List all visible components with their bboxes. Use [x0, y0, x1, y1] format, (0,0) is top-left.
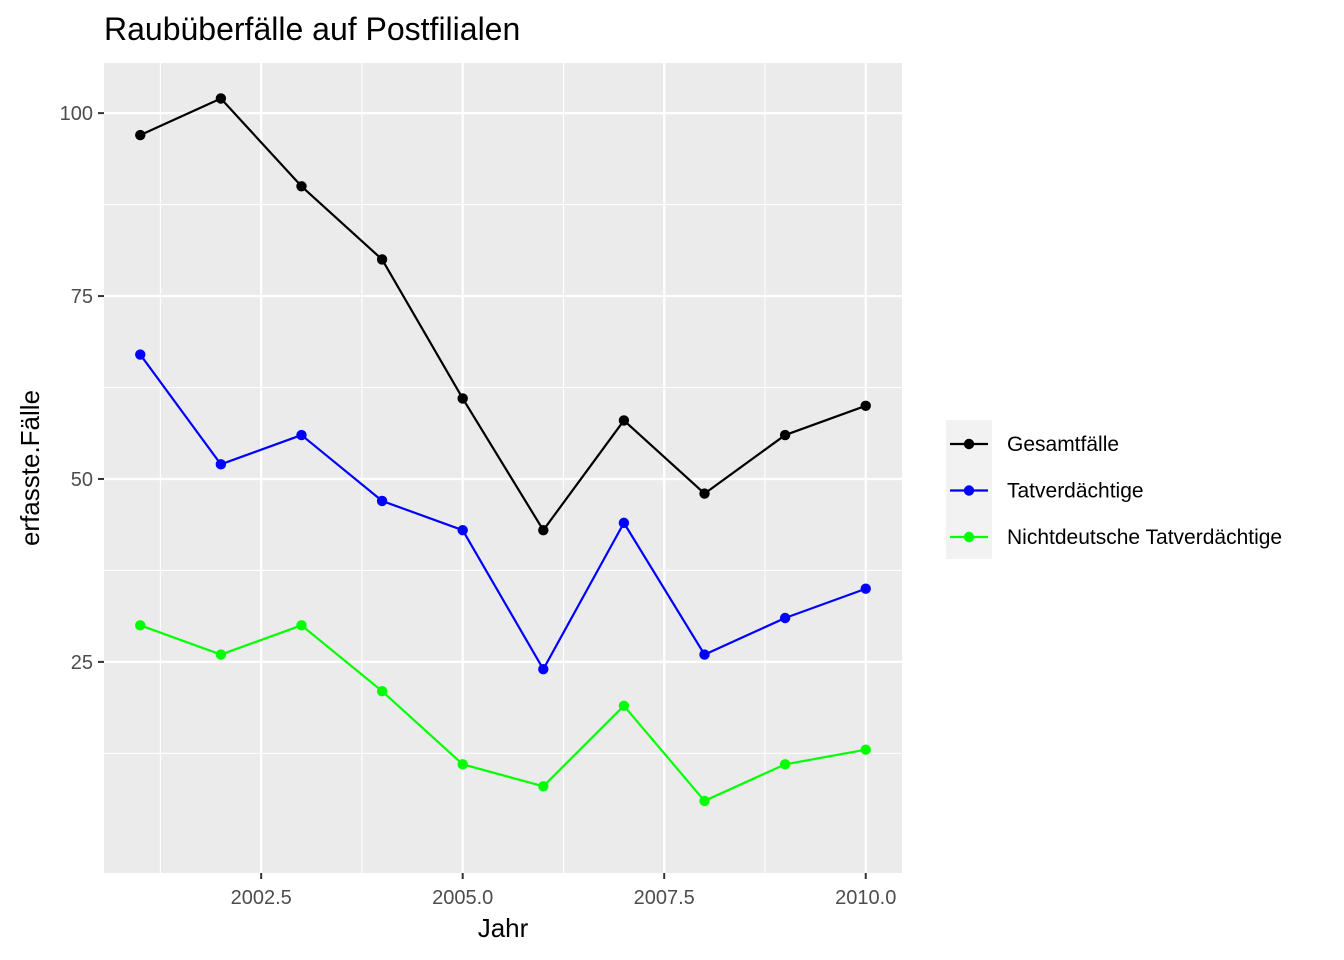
data-point	[296, 620, 307, 631]
data-point	[618, 517, 630, 529]
data-point	[215, 649, 227, 660]
chart-title: Raubüberfälle auf Postfilialen	[104, 11, 520, 47]
data-point	[457, 759, 468, 770]
y-axis: 25 50 75 100	[60, 103, 104, 674]
data-point	[779, 429, 791, 441]
data-point	[779, 612, 791, 624]
y-tick-label: 50	[71, 469, 93, 491]
legend-key-point	[963, 438, 975, 450]
data-point	[376, 685, 388, 697]
data-point	[376, 254, 388, 265]
legend-label: Gesamtfälle	[1007, 433, 1119, 456]
data-point	[699, 795, 710, 807]
data-point	[860, 744, 871, 755]
legend-label: Nichtdeutsche Tatverdächtige	[1007, 526, 1282, 549]
legend-item: Nichtdeutsche Tatverdächtige	[950, 526, 1282, 549]
data-point	[135, 620, 146, 631]
data-point	[135, 349, 146, 360]
x-axis-title: Jahr	[478, 913, 529, 943]
y-tick-label: 100	[60, 103, 93, 125]
data-point	[860, 400, 871, 412]
data-point	[215, 93, 227, 104]
x-tick-label: 2007.5	[634, 887, 695, 909]
y-tick-label: 25	[71, 652, 93, 674]
minor-gridlines	[104, 63, 902, 873]
data-point	[135, 129, 146, 141]
series-line	[139, 353, 867, 671]
series-1	[135, 93, 871, 536]
x-tick-label: 2010.0	[835, 887, 896, 909]
series-line	[139, 624, 866, 803]
data-point	[779, 759, 791, 770]
x-tick-label: 2005.0	[432, 887, 493, 909]
series-2	[135, 349, 871, 675]
x-tick-label: 2002.5	[231, 887, 292, 909]
series-3	[135, 620, 871, 807]
data-point	[296, 429, 307, 441]
data-point	[538, 524, 549, 536]
data-point	[538, 664, 549, 675]
data-point	[618, 415, 630, 426]
data-point	[296, 181, 307, 192]
data-point	[457, 524, 468, 536]
legend-item: Tatverdächtige	[950, 480, 1144, 503]
data-point	[215, 459, 227, 470]
data-point	[376, 495, 388, 507]
data-point	[699, 488, 710, 499]
data-point	[618, 700, 630, 712]
data-point	[457, 393, 468, 404]
legend-key-point	[963, 531, 975, 543]
major-gridlines	[104, 63, 902, 873]
series-layer	[135, 93, 871, 807]
y-axis-title: erfasste.Fälle	[15, 390, 45, 546]
data-point	[538, 781, 549, 792]
data-point	[860, 583, 871, 594]
y-tick-label: 75	[71, 286, 93, 308]
series-line	[139, 97, 867, 532]
legend-label: Tatverdächtige	[1007, 480, 1144, 503]
x-axis: 2002.5 2005.0 2007.5 2010.0	[231, 873, 896, 909]
data-point	[699, 649, 710, 660]
plot-panel	[104, 63, 902, 873]
legend-item: Gesamtfälle	[950, 433, 1119, 456]
legend-key-point	[963, 485, 975, 496]
legend: Gesamtfälle Tatverdächtige Nichtdeutsche T…	[946, 420, 1282, 559]
